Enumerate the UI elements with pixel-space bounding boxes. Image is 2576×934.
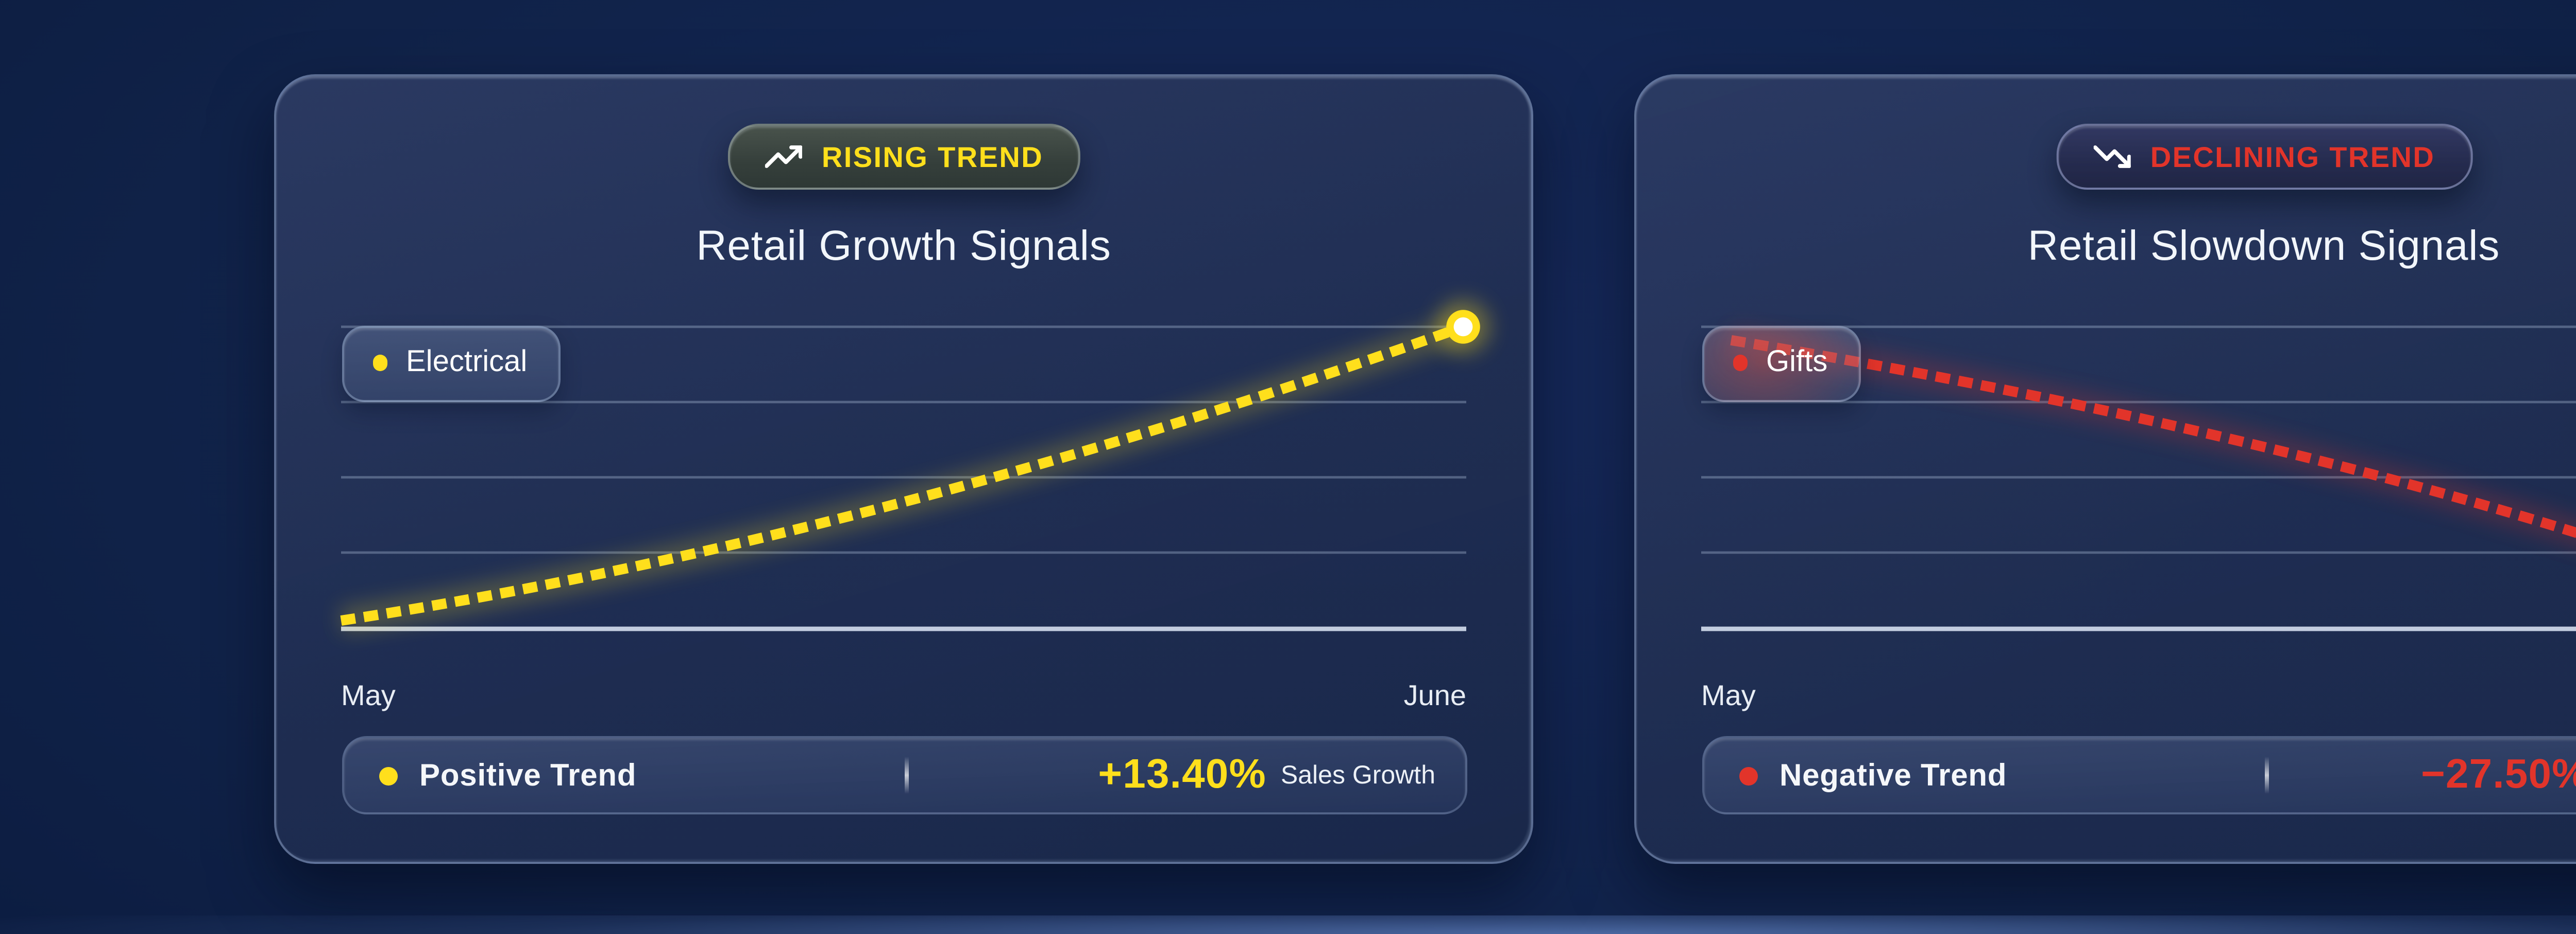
- footer-dot: [1738, 766, 1757, 785]
- trend-badge-label: RISING TREND: [821, 140, 1044, 173]
- gridlines: [1701, 325, 2576, 631]
- legend-label: Electrical: [406, 346, 528, 379]
- gridlines: [341, 325, 1466, 631]
- footer-divider: [904, 757, 908, 794]
- footer-label: Negative Trend: [1780, 758, 2007, 793]
- legend-dot: [1732, 355, 1748, 371]
- line-chart-growth: [339, 300, 1490, 634]
- line-chart-slowdown: [1701, 325, 2576, 631]
- card-title: Retail Slowdown Signals: [2027, 223, 2500, 270]
- legend-label: Gifts: [1766, 346, 1828, 379]
- x-axis-label-may: May: [1701, 678, 1756, 711]
- trend-line-dashed: [1730, 335, 2576, 538]
- legend-dot: [372, 355, 387, 371]
- footer-dot: [378, 766, 397, 785]
- legend-chip-electrical[interactable]: Electrical: [341, 325, 561, 401]
- x-axis-label-may: May: [341, 678, 396, 711]
- card-retail-slowdown: DECLINING TREND Retail Slowdown Signals: [1634, 74, 2576, 864]
- card-title: Retail Growth Signals: [696, 223, 1111, 270]
- trending-down-icon: [2092, 145, 2130, 168]
- trend-badge-rising: RISING TREND: [726, 124, 1081, 190]
- trending-up-icon: [764, 145, 801, 168]
- end-point-marker: [1436, 300, 1490, 354]
- footer-label: Positive Trend: [419, 758, 637, 793]
- footer-divider: [2264, 757, 2268, 794]
- trend-badge-declining: DECLINING TREND: [2055, 124, 2472, 190]
- footer-suffix: Sales Growth: [1280, 761, 1435, 790]
- trend-badge-label: DECLINING TREND: [2150, 140, 2435, 173]
- summary-footer: Positive Trend +13.40% Sales Growth: [341, 736, 1466, 814]
- legend-chip-gifts[interactable]: Gifts: [1701, 325, 1861, 401]
- footer-value: +13.40%: [1098, 752, 1266, 797]
- trend-line-dashed: [340, 322, 1465, 626]
- card-retail-growth: RISING TREND Retail Growth Signals: [274, 74, 1533, 864]
- x-axis-label-june: June: [1403, 678, 1466, 711]
- summary-footer: Negative Trend −27.50% Conversion Rate: [1701, 736, 2576, 814]
- footer-value: −27.50%: [2421, 752, 2576, 797]
